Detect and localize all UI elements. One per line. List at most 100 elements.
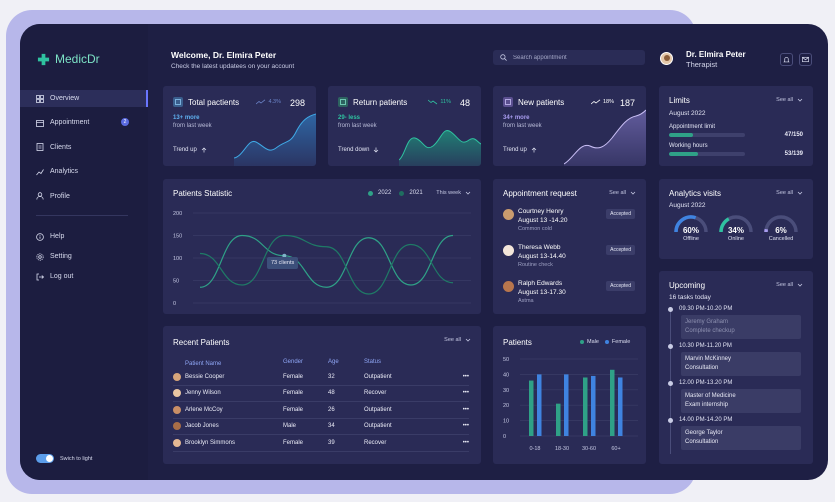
avatar — [173, 405, 181, 414]
event-line: Master of Medicine — [685, 393, 736, 399]
timeline-event[interactable]: Jeremy Graham Complete checkup — [681, 315, 801, 339]
patients-statistic-card: Patients Statistic 2022 2021 This week 0… — [163, 179, 481, 314]
stat-card-return-patients[interactable]: Return patients 11% 48 29- less from las… — [328, 86, 481, 166]
return-icon — [338, 97, 348, 107]
card-title: Limits — [669, 96, 690, 105]
more-options-icon[interactable]: ••• — [462, 373, 469, 380]
theme-toggle[interactable]: Swich to light — [36, 454, 92, 463]
timeline-event[interactable]: George Taylor Consultation — [681, 426, 801, 450]
chevron-down-icon — [465, 338, 471, 342]
patient-age: 34 — [328, 423, 335, 430]
sidebar-item-appointment[interactable]: Appointment 2 — [20, 114, 148, 131]
status-badge[interactable]: Accepted — [606, 245, 635, 255]
table-row[interactable]: Brooklyn Simmons Female 39 Recover ••• — [173, 435, 469, 452]
timeline-item[interactable]: 14.00 PM-14.20 PM George Taylor Consultat… — [668, 417, 808, 450]
see-all-link[interactable]: See all — [609, 190, 636, 196]
timeline-event[interactable]: Master of Medicine Exam internship — [681, 389, 801, 413]
status-badge[interactable]: Accepted — [606, 209, 635, 219]
limit-value: 53/139 — [784, 151, 803, 157]
event-line: Consultation — [685, 439, 719, 445]
messages-button[interactable] — [799, 53, 812, 66]
timeline-time: 09.30 PM-10.20 PM — [679, 306, 733, 312]
sidebar-item-profile[interactable]: Profile — [20, 188, 148, 205]
appointment-item[interactable]: Theresa Webb August 13-14.40 Routine check… — [503, 243, 635, 270]
column-header[interactable]: Gender — [283, 359, 304, 365]
search-input[interactable] — [513, 54, 633, 61]
patient-age: 32 — [328, 373, 335, 380]
y-tick-label: 200 — [173, 211, 182, 217]
logo[interactable]: MedicDr — [37, 52, 100, 66]
sidebar-item-analytics[interactable]: Analytics — [20, 163, 148, 180]
sidebar-item-setting[interactable]: Setting — [20, 248, 148, 265]
stat-value: 48 — [459, 98, 470, 108]
gauge-track — [764, 215, 798, 233]
sidebar-item-label: Clients — [50, 143, 72, 151]
patient-status: Recover — [364, 439, 387, 446]
gear-icon — [36, 252, 44, 261]
week-filter-dropdown[interactable]: This week — [436, 190, 471, 196]
theme-toggle-label: Swich to light — [60, 455, 93, 462]
user-profile[interactable]: Dr. Elmira Peter Therapist — [660, 50, 746, 70]
more-options-icon[interactable]: ••• — [462, 406, 469, 413]
chart-legend: 2022 2021 — [368, 190, 423, 196]
column-header[interactable]: Status — [364, 359, 382, 365]
gauge-label: Offline — [683, 236, 699, 242]
y-tick-label: 100 — [173, 256, 182, 262]
avatar — [173, 422, 181, 431]
status-badge[interactable]: Accepted — [606, 281, 635, 291]
stat-card-total-patients[interactable]: Total pactients 4.3% 298 13+ more from l… — [163, 86, 316, 166]
table-header: Patient Name Gender Age Status — [173, 359, 469, 369]
see-all-link[interactable]: See all — [776, 282, 803, 288]
y-tick-label: 150 — [173, 234, 182, 240]
sidebar-item-overview[interactable]: Overview — [20, 90, 148, 107]
avatar — [173, 372, 181, 381]
see-all-link[interactable]: See all — [444, 337, 471, 343]
see-all-link[interactable]: See all — [776, 97, 803, 103]
table-row[interactable]: Arlene McCoy Female 26 Outpatient ••• — [173, 402, 469, 419]
sidebar-item-help[interactable]: Help — [20, 228, 148, 245]
theme-switch[interactable] — [36, 454, 54, 463]
visit-gauge: 60% Offline — [671, 213, 711, 242]
more-options-icon[interactable]: ••• — [462, 390, 469, 397]
sidebar-item-clients[interactable]: Clients — [20, 139, 148, 156]
more-options-icon[interactable]: ••• — [462, 439, 469, 446]
sidebar-item-label: Help — [50, 233, 65, 240]
highlight-point — [282, 253, 287, 258]
sidebar: MedicDr Overview Appointment 2 Clients A… — [20, 24, 148, 480]
sidebar-item-logout[interactable]: Log out — [20, 268, 148, 285]
appointment-note: Common cold — [518, 226, 552, 232]
appointment-item[interactable]: Courtney Henry August 13 -14.20 Common col… — [503, 207, 635, 234]
notification-button[interactable] — [780, 53, 793, 66]
new-patient-icon — [503, 97, 513, 107]
timeline-item[interactable]: 12.00 PM-13.20 PM Master of Medicine Exam… — [668, 380, 808, 413]
patients-line-chart: 050100150200MoTuWeThFrSaSu — [173, 211, 471, 307]
table-row[interactable]: Jenny Wilson Female 48 Recover ••• — [173, 386, 469, 402]
column-header[interactable]: Age — [328, 359, 339, 365]
timeline-item[interactable]: 10.30 PM-11.20 PM Marvin McKinney Consult… — [668, 343, 808, 376]
table-row[interactable]: Bessie Cooper Female 32 Outpatient ••• — [173, 369, 469, 386]
trend-label: Trend up — [503, 147, 537, 153]
gauge-arc — [764, 215, 798, 233]
see-all-link[interactable]: See all — [776, 190, 803, 196]
timeline-dot — [668, 417, 673, 423]
search-bar[interactable] — [493, 50, 645, 65]
table-row[interactable]: Jacob Jones Male 34 Outpatient ••• — [173, 419, 469, 435]
medical-cross-icon — [37, 53, 50, 65]
timeline-event[interactable]: Marvin McKinney Consultation — [681, 352, 801, 376]
legend-label: Female — [611, 339, 631, 345]
appointment-name: Theresa Webb — [518, 244, 561, 251]
user-role: Therapist — [686, 60, 718, 69]
appointment-item[interactable]: Ralph Edwards August 13-17.30 Astma Accept… — [503, 279, 635, 306]
column-header[interactable]: Patient Name — [185, 361, 222, 367]
user-name: Dr. Elmira Peter — [686, 50, 746, 59]
more-options-icon[interactable]: ••• — [462, 423, 469, 430]
arrow-down-icon — [374, 147, 379, 153]
upcoming-card: Upcoming See all 16 tasks today 09.30 PM… — [659, 271, 813, 464]
timeline-item[interactable]: 09.30 PM-10.20 PM Jeremy Graham Complete … — [668, 306, 808, 339]
avatar[interactable] — [660, 52, 673, 65]
stat-card-new-patients[interactable]: New patients 18% 187 34+ more from last … — [493, 86, 646, 166]
app-name: MedicDr — [55, 52, 100, 66]
dashboard-window: MedicDr Overview Appointment 2 Clients A… — [20, 24, 828, 480]
limit-label: Appointment limit — [669, 124, 716, 130]
search-icon — [500, 54, 507, 61]
